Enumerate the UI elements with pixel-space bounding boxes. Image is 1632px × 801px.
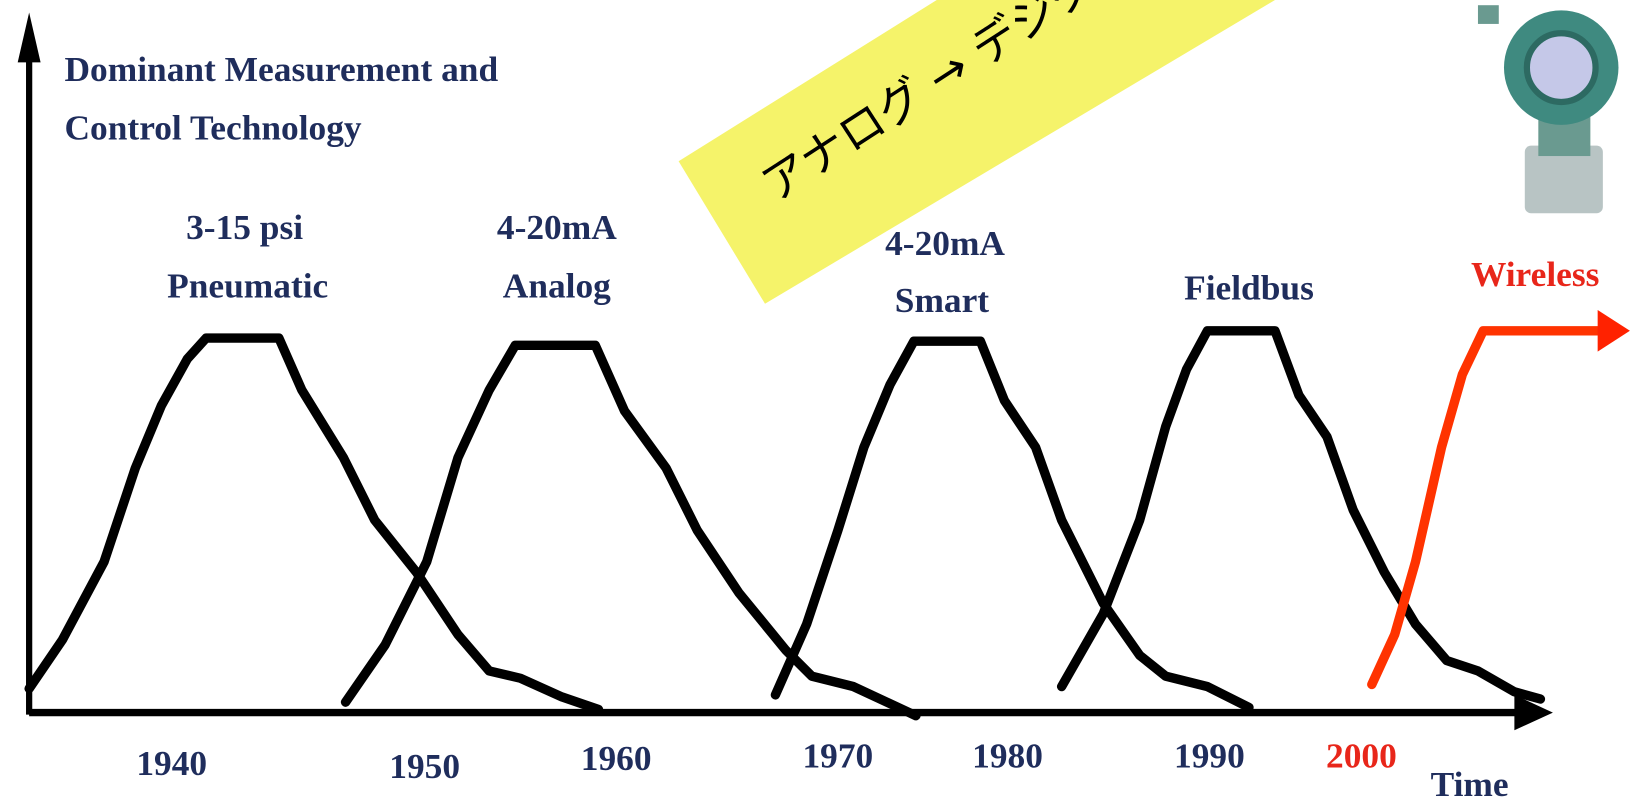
- tech-label: 3-15 psi: [186, 207, 303, 247]
- y-arrow: [17, 12, 41, 63]
- year-label: 1950: [389, 746, 460, 786]
- curve: [770, 336, 1254, 713]
- year-label: 1940: [136, 743, 207, 783]
- year-label: 1970: [802, 736, 873, 776]
- year-label: 1980: [972, 736, 1043, 776]
- curve: [24, 333, 604, 715]
- axis-label: Time: [1431, 764, 1509, 801]
- year-label: 2000: [1326, 736, 1397, 776]
- tech-label: 4-20mA: [885, 223, 1005, 263]
- curve: [1056, 326, 1546, 704]
- year-label: 1990: [1174, 736, 1245, 776]
- heading: Dominant Measurement and: [65, 49, 499, 89]
- tech-label: Fieldbus: [1184, 268, 1314, 308]
- tech-label: 4-20mA: [497, 207, 617, 247]
- year-label: 1960: [581, 738, 652, 778]
- transmitter-icon: [1477, 5, 1619, 214]
- wireless-curve: [1367, 326, 1608, 690]
- curve: [340, 340, 921, 721]
- tech-label: Analog: [503, 266, 611, 306]
- banner: [678, 0, 1275, 304]
- tech-label: Wireless: [1471, 254, 1599, 294]
- tech-label: Pneumatic: [167, 266, 328, 306]
- wireless-arrow: [1597, 309, 1630, 352]
- x-arrow: [1514, 694, 1553, 731]
- tech-label: Smart: [895, 280, 990, 320]
- heading: Control Technology: [65, 107, 362, 147]
